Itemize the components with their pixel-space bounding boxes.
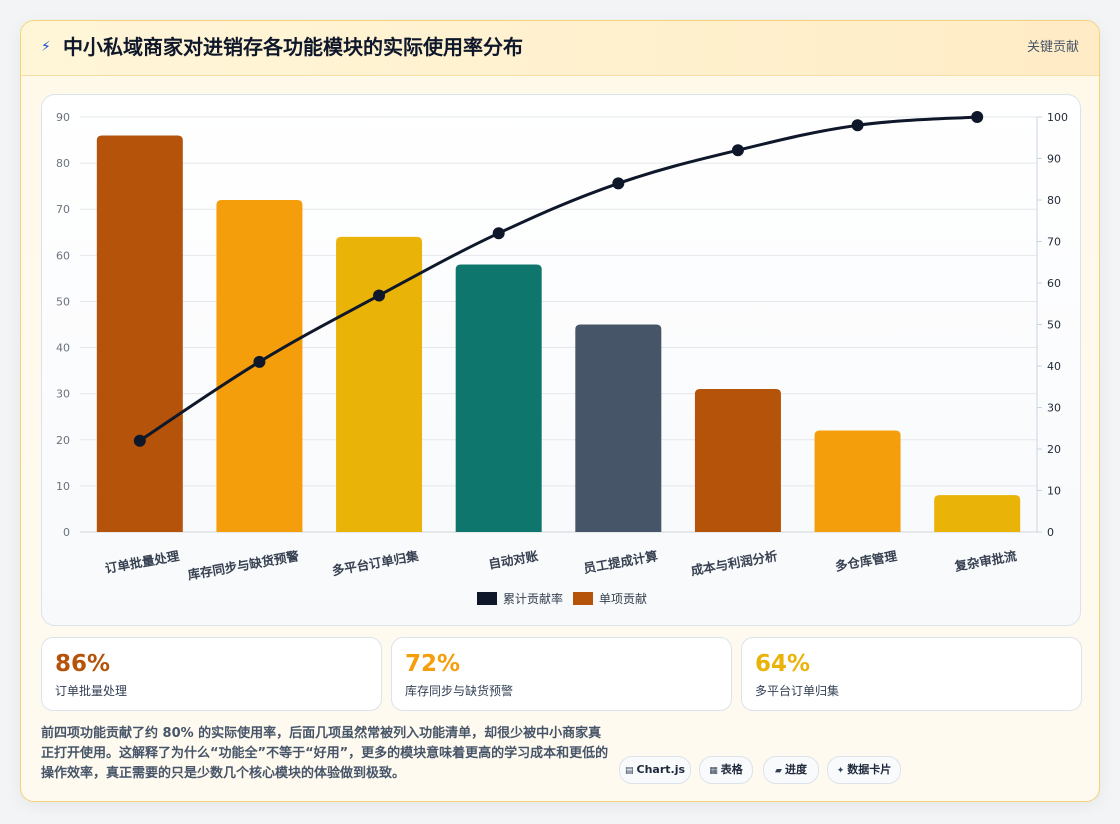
y-right-tick-label: 30: [1047, 402, 1061, 415]
chip-progress[interactable]: ▰ 进度: [763, 756, 819, 784]
cumulative-point: [253, 355, 266, 368]
x-tick-label: 订单批量处理: [104, 548, 181, 576]
table-icon: ▦: [709, 766, 718, 776]
y-left-tick-label: 20: [56, 434, 70, 447]
chart-card: ⚡ 中小私域商家对进销存各功能模块的实际使用率分布 关键贡献 0 10 20 30 40…: [20, 20, 1100, 802]
legend-label: 单项贡献: [599, 591, 647, 606]
cumulative-point: [492, 227, 505, 240]
chip-label: 进度: [784, 763, 807, 776]
y-right-tick-label: 80: [1047, 194, 1061, 207]
y-right-tick-label: 10: [1047, 485, 1061, 498]
bar: [336, 236, 423, 532]
cumulative-point: [731, 144, 744, 157]
pareto-chart: 0 10 20 30 40 50 60 70 80 90 0 10 20 30 40 50 60 70 80 90 10…: [56, 111, 1068, 606]
bar: [694, 389, 781, 532]
bar: [455, 264, 542, 532]
lightning-icon: ⚡: [41, 39, 51, 55]
y-right-tick-label: 100: [1047, 111, 1068, 124]
sparkle-icon: ✦: [836, 766, 845, 776]
description: 前四项功能贡献了约 80% 的实际使用率，后面几项虽然常被列入功能清单，却很少被…: [41, 726, 609, 781]
y-right-tick-label: 70: [1047, 236, 1061, 249]
bar: [814, 430, 901, 532]
y-right-tick-label: 60: [1047, 277, 1061, 290]
stat-cards: 86% 订单批量处理 72% 库存同步与缺货预警 64% 多平台订单归集: [41, 637, 1082, 711]
stat-label: 多平台订单归集: [755, 684, 840, 698]
y-left-tick-label: 80: [56, 157, 70, 170]
y-right-tick-label: 90: [1047, 153, 1061, 166]
y-right-tick-label: 0: [1047, 526, 1054, 539]
legend-label: 累计贡献率: [503, 591, 563, 606]
stat-label: 库存同步与缺货预警: [405, 684, 514, 698]
chip-label: Chart.js: [636, 763, 686, 776]
y-right-tick-label: 20: [1047, 443, 1061, 456]
cumulative-line: [138, 115, 978, 442]
y-left-tick-label: 50: [56, 295, 70, 308]
legend-swatch: [573, 592, 593, 605]
y-right-tick-label: 50: [1047, 319, 1061, 332]
y-left-tick-label: 60: [56, 249, 70, 262]
y-left-tick-label: 90: [56, 111, 70, 124]
cumulative-point: [612, 177, 625, 190]
y-left-tick-label: 70: [56, 203, 70, 216]
y-left-tick-label: 10: [56, 480, 70, 493]
stat-value: 64%: [755, 651, 811, 677]
cumulative-point: [971, 111, 984, 123]
y-left-tick-label: 40: [56, 342, 70, 355]
bar: [96, 135, 183, 532]
stat-card: 64% 多平台订单归集: [741, 637, 1082, 711]
chip-label: 表格: [720, 763, 743, 776]
x-tick-label: 多平台订单归集: [331, 548, 420, 578]
chip-chartjs[interactable]: ▤ Chart.js: [619, 756, 691, 784]
stat-label: 订单批量处理: [55, 684, 128, 698]
stat-card: 72% 库存同步与缺货预警: [391, 637, 732, 711]
legend: 累计贡献率 单项贡献: [477, 591, 647, 606]
y-left-tick-label: 0: [63, 526, 70, 539]
x-tick-label: 库存同步与缺货预警: [187, 548, 301, 582]
x-tick-label: 多仓库管理: [834, 548, 899, 574]
bar: [934, 495, 1021, 532]
chip-data-card[interactable]: ✦ 数据卡片: [827, 756, 901, 784]
chip-label: 数据卡片: [847, 763, 892, 776]
stat-value: 72%: [405, 651, 461, 677]
y-right-tick-label: 40: [1047, 360, 1061, 373]
stat-card: 86% 订单批量处理: [41, 637, 382, 711]
card-header: ⚡ 中小私域商家对进销存各功能模块的实际使用率分布 关键贡献: [21, 21, 1099, 76]
cumulative-point: [133, 434, 146, 447]
x-tick-label: 员工提成计算: [582, 548, 659, 576]
stat-value: 86%: [55, 651, 111, 677]
x-tick-label: 成本与利润分析: [690, 548, 779, 578]
bar: [575, 324, 662, 532]
chip-table[interactable]: ▦ 表格: [699, 756, 753, 784]
x-tick-label: 自动对账: [487, 548, 539, 572]
chart-icon: ▤: [624, 766, 634, 776]
cumulative-point: [373, 289, 386, 302]
card-title: 中小私域商家对进销存各功能模块的实际使用率分布: [63, 35, 523, 59]
progress-icon: ▰: [775, 766, 782, 776]
legend-swatch: [477, 592, 497, 605]
header-link[interactable]: 关键贡献: [1026, 40, 1079, 55]
y-left-tick-label: 30: [56, 388, 70, 401]
chart-panel: 0 10 20 30 40 50 60 70 80 90 0 10 20 30 40 50 60 70 80 90 10…: [41, 94, 1081, 626]
x-tick-label: 复杂审批流: [953, 548, 1019, 574]
cumulative-point: [851, 119, 864, 132]
